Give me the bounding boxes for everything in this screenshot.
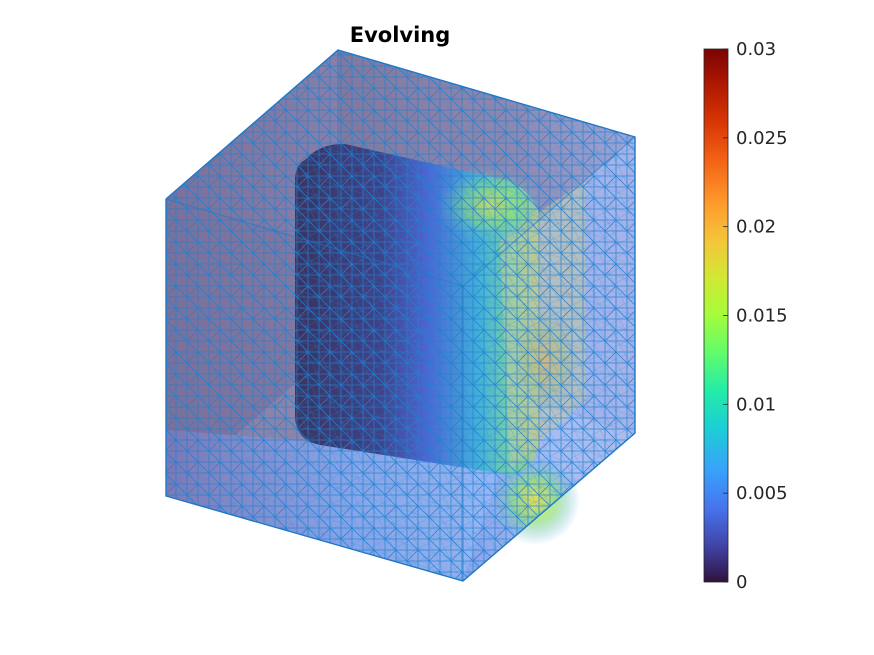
mesh-overlay-fine (166, 50, 635, 581)
colorbar-tick-label: 0 (736, 572, 747, 593)
cube-surface (165, 49, 636, 582)
colorbar: 0 0.005 0.01 0.015 0.02 0.025 0.03 (703, 39, 788, 593)
colorbar-tick-label: 0.025 (736, 128, 788, 149)
cube-edges (165, 49, 636, 582)
colorbar-tick-label: 0.005 (736, 483, 788, 504)
colorbar-tick-label: 0.02 (736, 217, 776, 238)
colorbar-tick-label: 0.015 (736, 306, 788, 327)
colorbar-tick-label: 0.01 (736, 394, 776, 415)
colorbar-tick-label: 0.03 (736, 39, 776, 60)
chart-title: Evolving (350, 23, 451, 47)
colorbar-ticks: 0 0.005 0.01 0.015 0.02 0.025 0.03 (723, 39, 788, 593)
